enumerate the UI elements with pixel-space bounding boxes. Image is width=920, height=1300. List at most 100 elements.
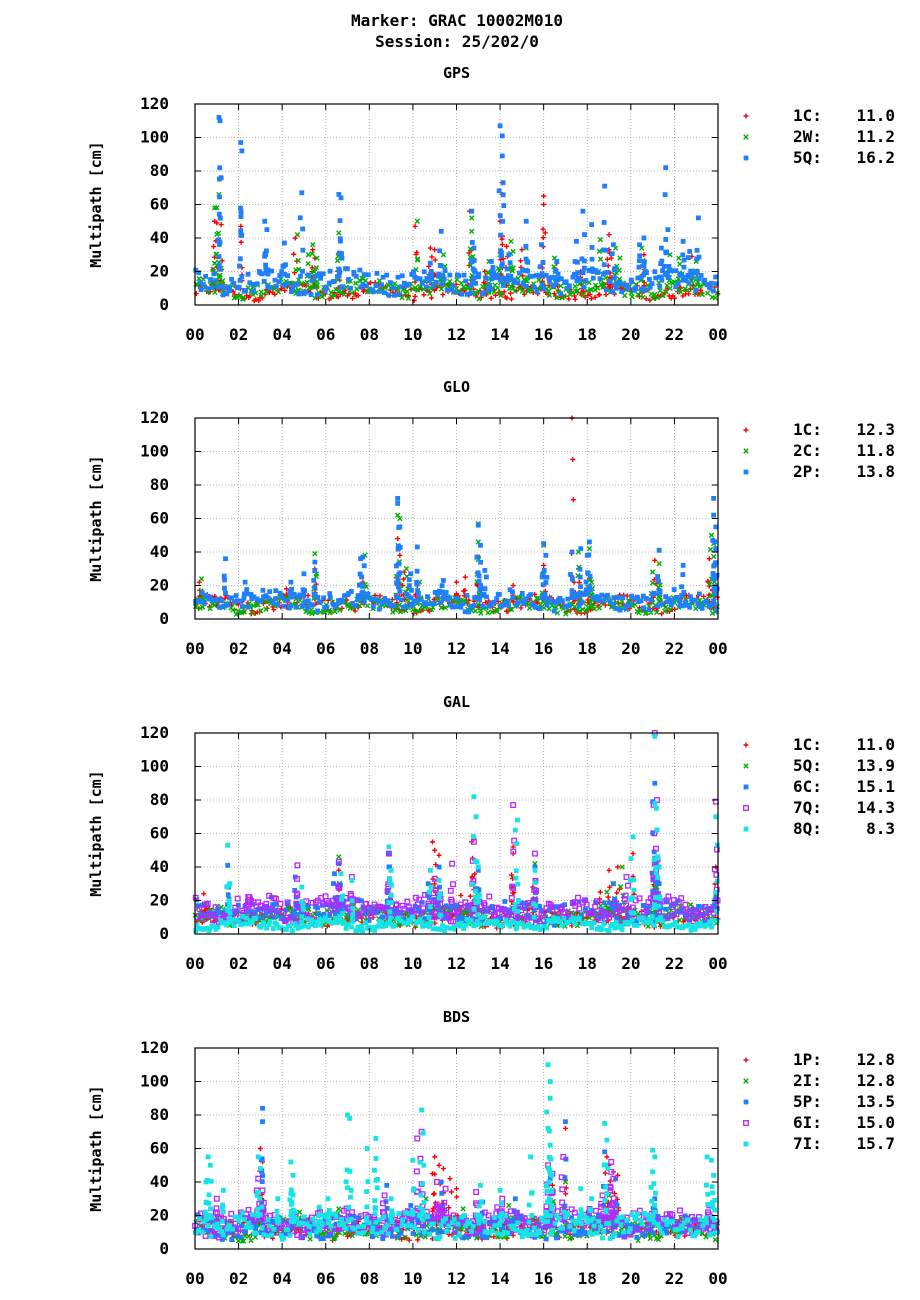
data-point [428, 884, 434, 890]
data-point [540, 235, 546, 241]
data-point [441, 594, 447, 600]
data-point [592, 294, 598, 300]
data-point [630, 834, 636, 840]
data-point [523, 283, 529, 289]
legend-value: 11.0 [856, 735, 895, 754]
data-point [638, 274, 644, 280]
series-5Q [193, 115, 719, 298]
data-point [406, 583, 412, 589]
data-point [280, 264, 286, 269]
data-point [496, 591, 502, 597]
data-point [694, 282, 701, 288]
data-point [217, 165, 223, 171]
series-7Q [192, 730, 721, 927]
data-point [515, 897, 521, 903]
data-point [294, 231, 301, 238]
data-point [494, 285, 501, 291]
legend-value: 8.3 [866, 819, 895, 838]
data-point [440, 272, 446, 278]
data-point [636, 258, 642, 264]
data-point [577, 277, 583, 283]
legend-label: 2P: [793, 462, 822, 481]
data-point [531, 914, 537, 920]
data-point [541, 562, 547, 568]
y-tick-label: 100 [140, 128, 169, 147]
data-point [388, 892, 394, 898]
data-point [620, 595, 626, 600]
data-point [499, 236, 505, 242]
data-point [388, 915, 393, 921]
data-point [538, 273, 543, 279]
data-point [657, 287, 663, 294]
data-point [488, 295, 494, 301]
data-point [301, 593, 307, 599]
data-point [655, 574, 660, 579]
data-point [263, 252, 268, 257]
data-point [227, 288, 233, 294]
data-point [379, 282, 384, 288]
data-point [669, 597, 675, 603]
data-point [603, 247, 609, 253]
data-point [258, 293, 265, 299]
data-point [287, 923, 293, 929]
data-point [312, 273, 318, 279]
series-1C [194, 415, 720, 617]
data-point [299, 190, 305, 196]
data-point [211, 271, 217, 277]
data-point [601, 220, 607, 225]
data-point [331, 881, 336, 886]
data-point [273, 284, 279, 289]
x-tick-label: 12 [447, 639, 466, 658]
data-point [391, 292, 397, 298]
data-point [436, 852, 442, 858]
data-point [567, 283, 572, 289]
data-point [437, 262, 443, 268]
data-point [517, 270, 522, 276]
y-tick-label: 120 [140, 408, 169, 427]
data-point [436, 895, 442, 901]
legend-label: 5Q: [793, 148, 822, 167]
data-point [578, 584, 583, 590]
data-point [688, 594, 693, 600]
data-point [680, 572, 686, 578]
data-point [469, 208, 475, 214]
data-point [515, 909, 521, 914]
data-point [539, 282, 545, 288]
data-point [643, 596, 649, 601]
data-point [397, 570, 403, 576]
data-point [309, 284, 316, 290]
data-point [449, 860, 456, 867]
data-point [289, 594, 294, 600]
data-point [361, 272, 367, 277]
figure-title-session: Session: 25/202/0 [375, 32, 539, 51]
data-point [394, 563, 399, 569]
data-point [688, 268, 694, 274]
data-point [277, 900, 284, 907]
data-point [217, 239, 223, 245]
data-point [346, 276, 351, 282]
data-point [397, 524, 403, 530]
x-tick-label: 04 [273, 954, 292, 973]
data-point [279, 594, 284, 600]
y-axis-label: Multipath [cm] [87, 141, 105, 267]
data-point [605, 592, 610, 598]
data-point [679, 584, 684, 590]
data-point [603, 292, 609, 298]
data-point [406, 577, 412, 583]
data-point [458, 892, 464, 898]
data-point [426, 290, 433, 297]
data-point [569, 289, 575, 296]
data-point [500, 192, 506, 198]
data-point [201, 600, 207, 606]
legend-value: 11.8 [856, 441, 895, 460]
data-point [299, 914, 305, 920]
data-point [561, 915, 567, 921]
data-point [711, 512, 717, 518]
data-point [427, 245, 433, 251]
data-point [370, 289, 376, 295]
data-point [236, 284, 242, 290]
data-point [581, 258, 587, 264]
data-point [398, 597, 404, 603]
data-point [254, 281, 260, 287]
